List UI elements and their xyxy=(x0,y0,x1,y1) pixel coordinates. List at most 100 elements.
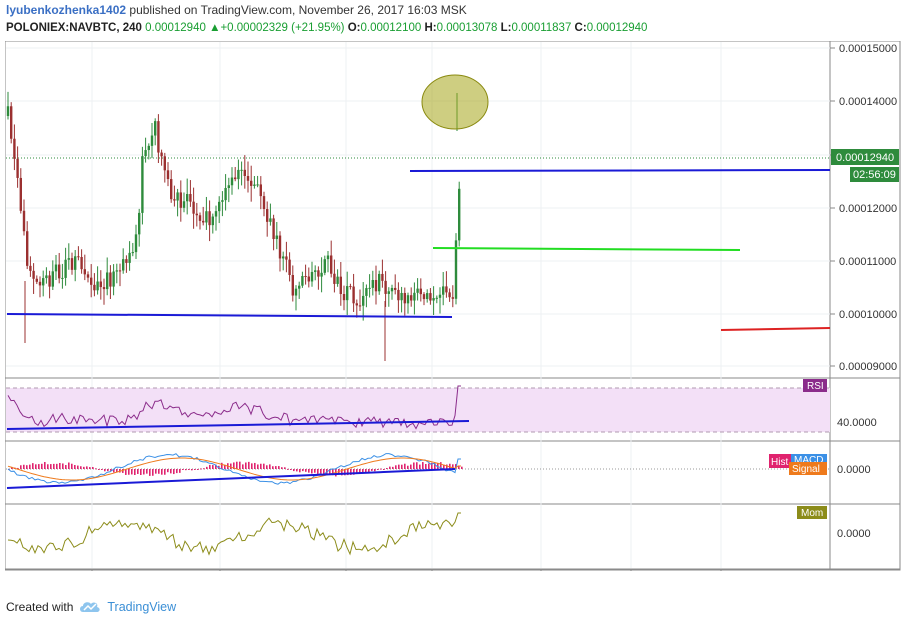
macd-hist-bar xyxy=(122,469,124,473)
macd-hist-bar xyxy=(212,465,214,469)
candle-body xyxy=(365,288,368,296)
low-value: 0.00011837 xyxy=(511,22,572,34)
candle-body xyxy=(147,145,150,151)
macd-hist-bar xyxy=(272,466,274,469)
rsi-trendline[interactable] xyxy=(6,420,470,430)
macd-hist-bar xyxy=(83,466,85,469)
countdown-badge xyxy=(850,167,899,182)
macd-hist-bar xyxy=(278,466,280,469)
candle-body xyxy=(448,292,451,298)
chart-canvas[interactable]: 0.000150000.000140000.000130000.00012000… xyxy=(4,40,901,585)
signal-label-badge xyxy=(789,462,827,475)
candle-body xyxy=(390,287,394,292)
candle-body xyxy=(112,271,115,287)
candle-body xyxy=(122,259,125,271)
macd-hist-bar xyxy=(455,464,457,469)
macd-hist-bar xyxy=(401,464,403,469)
tradingview-cloud-icon xyxy=(80,602,101,612)
price-tick-label: 0.00010000 xyxy=(839,309,897,321)
candle-body xyxy=(387,291,390,294)
macd-hist-bar xyxy=(233,462,235,469)
candle-body xyxy=(454,240,458,299)
macd-hist-bar xyxy=(380,468,382,470)
candle-body xyxy=(202,220,205,223)
candle-body xyxy=(93,284,96,291)
candle-body xyxy=(128,252,131,263)
price-tick-label: 0.00014000 xyxy=(839,96,897,108)
highlight-circle[interactable] xyxy=(421,74,489,130)
macd-hist-bar xyxy=(110,469,112,471)
candle-body xyxy=(451,297,454,299)
resistance-trendline[interactable] xyxy=(409,169,831,172)
macd-hist-bar xyxy=(365,469,367,473)
candle-body xyxy=(384,280,387,294)
candle-body xyxy=(406,295,410,304)
macd-hist-bar xyxy=(80,466,82,469)
tradingview-link[interactable]: TradingView xyxy=(107,600,177,614)
macd-hist-bar xyxy=(152,469,154,476)
macd-hist-bar xyxy=(443,464,445,469)
macd-trendline[interactable] xyxy=(6,468,456,489)
price-tick-label: 0.00012000 xyxy=(839,203,897,215)
candle-body xyxy=(163,156,166,171)
candle-body xyxy=(458,188,461,241)
candle-body xyxy=(192,201,195,214)
candle-body xyxy=(115,270,118,272)
price-tick-label: 0.00015000 xyxy=(839,43,897,55)
mom-value: 0.0000 xyxy=(837,528,871,540)
rsi-level: 40.0000 xyxy=(837,417,877,429)
macd-hist-bar xyxy=(434,462,436,469)
candle-body xyxy=(61,277,64,279)
macd-hist-bar xyxy=(386,467,388,469)
candle-body xyxy=(154,121,157,136)
price-change: +0.00002329 (+21.95%) xyxy=(220,22,345,34)
macd-hist-bar xyxy=(353,469,355,475)
candle-body xyxy=(224,187,227,201)
signal-label: Signal xyxy=(792,464,820,475)
macd-hist-bar xyxy=(425,463,427,469)
candle-body xyxy=(339,276,342,295)
macd-hist-bar xyxy=(74,465,76,469)
candle-body xyxy=(173,199,176,201)
macd-hist-bar xyxy=(245,462,247,469)
macd-hist-bar xyxy=(161,469,163,475)
candle-body xyxy=(106,272,109,290)
support-green-line[interactable] xyxy=(432,247,741,251)
signal-line xyxy=(7,457,461,481)
support-red-line[interactable] xyxy=(720,327,831,331)
author-link[interactable]: lyubenkozhenka1402 xyxy=(6,3,127,17)
candle-body xyxy=(179,192,182,208)
candle-body xyxy=(131,252,134,254)
chart-area[interactable]: 0.000150000.000140000.000130000.00012000… xyxy=(4,40,901,585)
candle-body xyxy=(170,179,173,200)
candle-body xyxy=(6,106,10,116)
macd-hist-bar xyxy=(50,464,52,469)
candle-body xyxy=(10,106,13,139)
open-label: O: xyxy=(347,22,361,34)
macd-hist-bar xyxy=(176,469,178,474)
candle-body xyxy=(259,184,262,197)
macd-hist-bar xyxy=(215,464,217,469)
support-trendline[interactable] xyxy=(6,313,453,318)
candle-body xyxy=(96,281,99,291)
candle-body xyxy=(109,272,112,287)
macd-hist-bar xyxy=(377,469,379,470)
candle-body xyxy=(160,152,163,157)
macd-hist-bar xyxy=(38,464,40,469)
candle-body xyxy=(141,156,144,213)
macd-hist-bar xyxy=(362,469,364,473)
candle-body xyxy=(368,287,371,289)
candle-body xyxy=(330,255,333,274)
price-axis: 0.000150000.000140000.000130000.00012000… xyxy=(830,43,897,373)
candle-body xyxy=(326,255,330,260)
macd-hist-bar xyxy=(323,469,325,476)
macd-hist-bar xyxy=(275,466,277,469)
created-with-text: Created with xyxy=(6,600,74,614)
high-label: H: xyxy=(424,22,437,34)
candle-body xyxy=(157,121,160,153)
candle-body xyxy=(282,256,285,259)
macd-hist-bar xyxy=(266,465,268,469)
macd-hist-bar xyxy=(77,465,79,469)
candle-body xyxy=(349,286,352,288)
candle-body xyxy=(307,276,310,282)
